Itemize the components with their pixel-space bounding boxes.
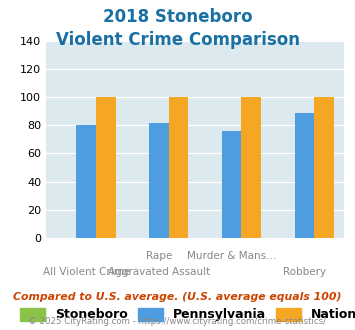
Text: © 2025 CityRating.com - https://www.cityrating.com/crime-statistics/: © 2025 CityRating.com - https://www.city… (28, 317, 327, 326)
Text: Rape: Rape (146, 251, 172, 261)
Bar (314, 97, 334, 238)
Text: Aggravated Assault: Aggravated Assault (108, 267, 210, 277)
Bar (76, 125, 96, 238)
Bar (295, 113, 314, 238)
Bar (149, 123, 169, 238)
Text: 2018 Stoneboro: 2018 Stoneboro (103, 8, 252, 26)
Text: Violent Crime Comparison: Violent Crime Comparison (55, 31, 300, 50)
Text: All Violent Crime: All Violent Crime (43, 267, 130, 277)
Bar (96, 97, 116, 238)
Text: Murder & Mans...: Murder & Mans... (187, 251, 276, 261)
Text: Robbery: Robbery (283, 267, 326, 277)
Legend: Stoneboro, Pennsylvania, National: Stoneboro, Pennsylvania, National (15, 303, 355, 326)
Bar (241, 97, 261, 238)
Bar (169, 97, 189, 238)
Bar (222, 131, 241, 238)
Text: Compared to U.S. average. (U.S. average equals 100): Compared to U.S. average. (U.S. average … (13, 292, 342, 302)
